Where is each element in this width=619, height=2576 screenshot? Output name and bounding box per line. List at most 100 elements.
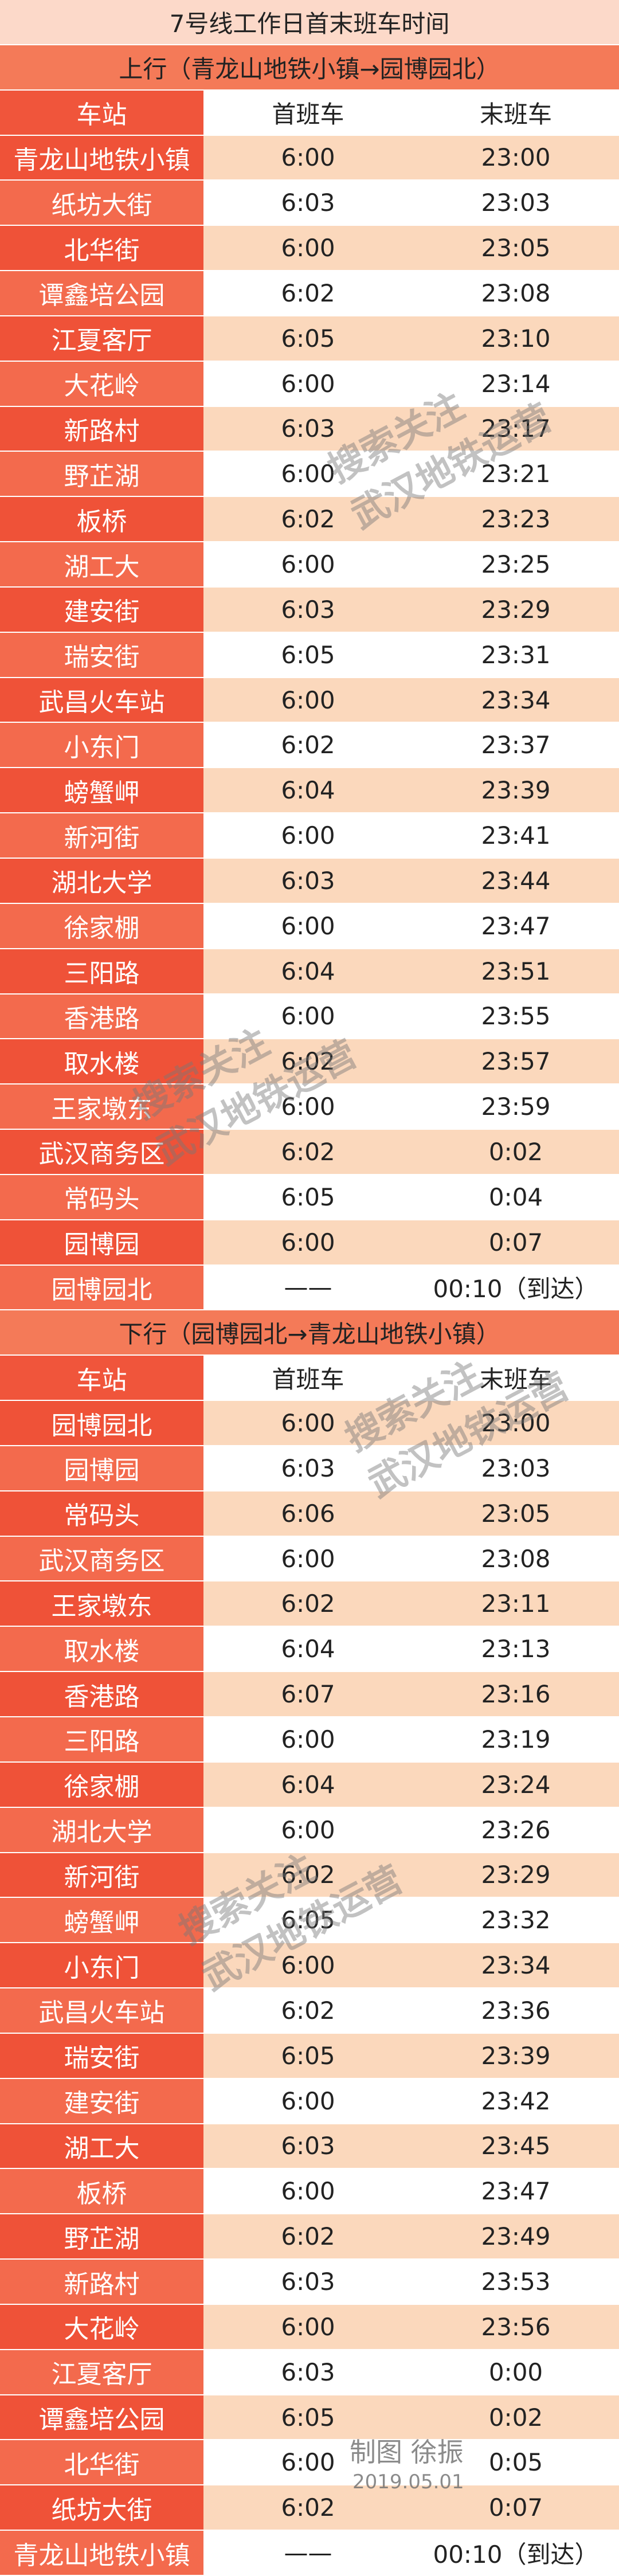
station: 江夏客厅 (0, 2350, 203, 2395)
time: 23:55 (413, 994, 619, 1040)
time: 6:04 (203, 1762, 413, 1808)
time: 6:00 (203, 452, 413, 498)
time: 23:47 (413, 903, 619, 949)
station: 园博园 (0, 1446, 203, 1491)
station: 王家墩东 (0, 1581, 203, 1627)
station: 小东门 (0, 723, 203, 769)
station: 常码头 (0, 1175, 203, 1220)
station: 建安街 (0, 2078, 203, 2124)
time: 23:37 (413, 723, 619, 769)
column-header: 车站 (0, 90, 203, 136)
station: 湖工大 (0, 2124, 203, 2170)
station: 湖北大学 (0, 859, 203, 904)
station: 瑞安街 (0, 2033, 203, 2079)
time: 6:05 (203, 1175, 413, 1220)
time: 6:02 (203, 1581, 413, 1627)
time: 23:51 (413, 949, 619, 995)
time: 0:02 (413, 2395, 619, 2441)
time: 6:02 (203, 2214, 413, 2260)
time: 6:02 (203, 2485, 413, 2531)
time: 23:32 (413, 1898, 619, 1944)
column-header: 首班车 (203, 1356, 413, 1401)
time: 23:24 (413, 1762, 619, 1808)
time: 23:31 (413, 632, 619, 678)
time: 23:03 (413, 181, 619, 226)
time: 6:03 (203, 2350, 413, 2395)
station: 香港路 (0, 1672, 203, 1717)
station: 园博园北 (0, 1265, 203, 1311)
time: 00:10（到达） (413, 1265, 619, 1311)
column-header: 末班车 (413, 90, 619, 136)
time: 23:49 (413, 2214, 619, 2260)
station: 徐家棚 (0, 1762, 203, 1808)
time: 6:00 (203, 1085, 413, 1130)
time: 23:29 (413, 1853, 619, 1898)
time: 6:02 (203, 1039, 413, 1085)
time: 23:34 (413, 678, 619, 723)
time: 23:41 (413, 813, 619, 859)
time: 6:05 (203, 2395, 413, 2441)
station: 湖工大 (0, 542, 203, 588)
station: 瑞安街 (0, 632, 203, 678)
time: 6:04 (203, 768, 413, 814)
time: 6:00 (203, 678, 413, 723)
time: 23:26 (413, 1807, 619, 1853)
station: 江夏客厅 (0, 316, 203, 362)
station: 谭鑫培公园 (0, 271, 203, 316)
time: 23:11 (413, 1581, 619, 1627)
time: 6:03 (203, 2124, 413, 2170)
section-header: 上行（青龙山地铁小镇→园博园北） (0, 45, 619, 91)
station: 北华街 (0, 2440, 203, 2486)
time: 6:00 (203, 1220, 413, 1266)
station: 常码头 (0, 1491, 203, 1537)
time: 23:00 (413, 1401, 619, 1446)
station: 取水楼 (0, 1627, 203, 1673)
time: 23:17 (413, 406, 619, 452)
time: 23:53 (413, 2260, 619, 2305)
station: 湖北大学 (0, 1807, 203, 1853)
time: 6:00 (203, 226, 413, 272)
time: 6:00 (203, 135, 413, 181)
station: 徐家棚 (0, 903, 203, 949)
station: 武昌火车站 (0, 1988, 203, 2034)
station: 王家墩东 (0, 1085, 203, 1130)
time: 23:16 (413, 1672, 619, 1717)
time: 6:03 (203, 859, 413, 904)
time: 6:04 (203, 1627, 413, 1673)
station: 螃蟹岬 (0, 768, 203, 814)
time: 6:02 (203, 1988, 413, 2034)
time: 23:21 (413, 452, 619, 498)
station: 大花岭 (0, 361, 203, 407)
station: 青龙山地铁小镇 (0, 135, 203, 181)
time: 6:00 (203, 1717, 413, 1763)
time: 6:00 (203, 542, 413, 588)
time: 6:00 (203, 1401, 413, 1446)
time: —— (203, 2531, 413, 2576)
time: 23:05 (413, 226, 619, 272)
section-header: 下行（园博园北→青龙山地铁小镇） (0, 1310, 619, 1356)
time: 6:02 (203, 497, 413, 543)
time: 6:00 (203, 361, 413, 407)
time: 23:45 (413, 2124, 619, 2170)
station: 三阳路 (0, 1717, 203, 1763)
station: 青龙山地铁小镇 (0, 2531, 203, 2576)
time: 6:05 (203, 1898, 413, 1944)
time: 6:02 (203, 723, 413, 769)
time: 6:00 (203, 813, 413, 859)
time: 00:10（到达） (413, 2531, 619, 2576)
time: 6:03 (203, 181, 413, 226)
time: 0:00 (413, 2350, 619, 2395)
station: 野芷湖 (0, 2214, 203, 2260)
time: 23:10 (413, 316, 619, 362)
time: 6:05 (203, 316, 413, 362)
station: 新河街 (0, 813, 203, 859)
time: 6:00 (203, 1536, 413, 1582)
station: 园博园北 (0, 1401, 203, 1446)
station: 野芷湖 (0, 452, 203, 498)
time: 6:00 (203, 1943, 413, 1989)
time: 23:00 (413, 135, 619, 181)
time: 6:00 (203, 2304, 413, 2350)
time: 6:02 (203, 1130, 413, 1175)
time: 6:00 (203, 2078, 413, 2124)
